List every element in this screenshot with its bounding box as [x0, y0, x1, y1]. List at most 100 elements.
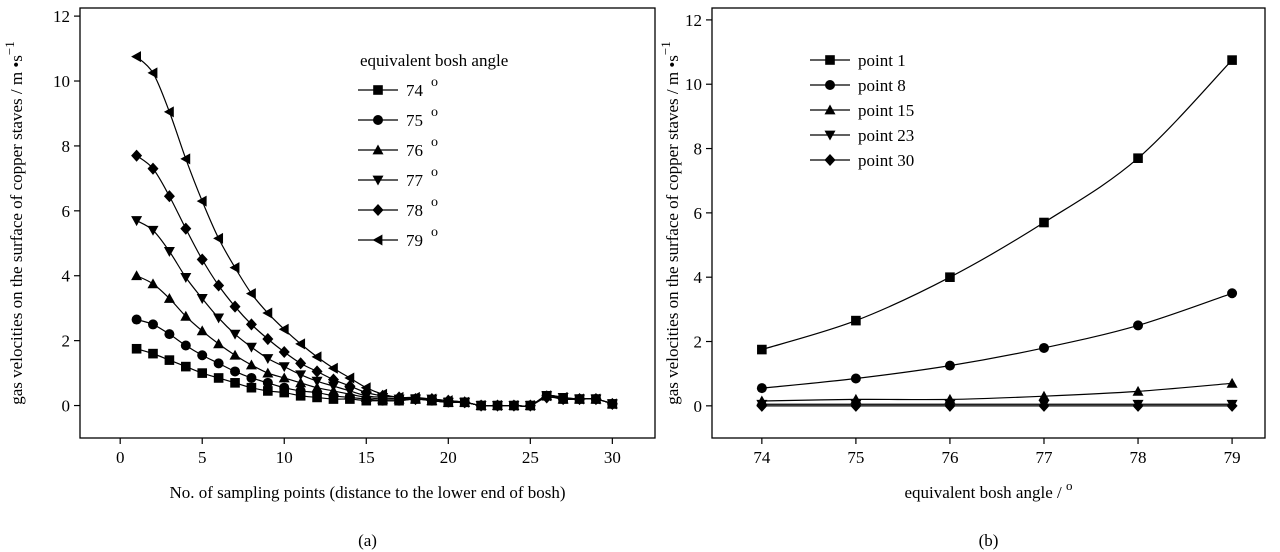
marker	[1038, 390, 1050, 401]
marker	[163, 246, 175, 257]
legend-marker	[372, 203, 384, 217]
marker	[360, 382, 371, 394]
legend-label-text: 74	[406, 81, 424, 100]
series	[131, 216, 618, 412]
y-axis-label-superscript: −1	[2, 41, 17, 55]
marker	[945, 272, 955, 282]
marker	[131, 149, 143, 162]
marker	[508, 400, 519, 412]
y-axis-label-superscript: −1	[658, 41, 673, 55]
series	[131, 270, 618, 410]
series	[756, 399, 1238, 410]
series-line	[136, 275, 613, 407]
marker	[278, 372, 290, 383]
y-tick-label: 12	[53, 7, 70, 26]
y-tick-label: 12	[685, 11, 702, 30]
marker	[756, 383, 767, 394]
y-tick-label: 2	[694, 333, 703, 352]
marker	[393, 391, 404, 403]
marker	[295, 370, 307, 381]
legend-label-superscript: o	[431, 135, 438, 150]
legend-label: 79 o	[406, 225, 438, 250]
y-tick-label: 4	[62, 267, 71, 286]
x-axis-label-text: No. of sampling points (distance to the …	[169, 483, 565, 502]
marker	[278, 345, 290, 359]
y-tick-label: 10	[685, 75, 702, 94]
x-tick-label: 79	[1224, 448, 1241, 467]
y-tick-label: 8	[694, 140, 703, 159]
marker	[131, 216, 143, 227]
legend-marker	[824, 153, 836, 167]
marker	[147, 225, 159, 236]
legend-label-text: point 8	[858, 76, 906, 95]
legend-marker	[824, 130, 836, 141]
y-tick-label: 0	[62, 397, 71, 416]
marker	[262, 354, 274, 364]
legend-label: 74 o	[406, 75, 438, 100]
legend-label: point 23	[858, 126, 914, 145]
marker	[197, 350, 208, 361]
marker	[229, 262, 240, 274]
marker	[1132, 385, 1144, 396]
x-axis-label-text: equivalent bosh angle /	[905, 483, 1066, 502]
marker	[262, 332, 274, 346]
legend-label-superscript: o	[431, 195, 438, 210]
legend-marker	[372, 175, 384, 186]
marker	[263, 386, 273, 396]
marker	[442, 395, 453, 407]
series-line	[136, 348, 613, 407]
marker	[131, 343, 142, 354]
marker	[213, 358, 224, 369]
marker	[147, 67, 158, 79]
marker	[850, 373, 861, 384]
marker	[180, 340, 191, 351]
y-tick-label: 6	[62, 202, 71, 221]
legend-marker	[373, 85, 383, 95]
marker	[344, 380, 356, 393]
marker	[279, 382, 290, 393]
marker	[213, 279, 225, 292]
x-axis-label: equivalent bosh angle / o	[905, 478, 1073, 502]
series	[131, 51, 617, 412]
y-axis-label-text: gas velocities on the surface of copper …	[663, 55, 682, 405]
marker	[1038, 342, 1049, 353]
marker	[1227, 288, 1238, 299]
legend-label: point 15	[858, 101, 914, 120]
marker	[1038, 399, 1050, 412]
marker	[590, 393, 601, 405]
marker	[327, 373, 339, 386]
legend-label-text: 79	[406, 231, 423, 250]
legend-title: equivalent bosh angle	[360, 51, 508, 70]
legend-label-text: point 30	[858, 151, 914, 170]
legend-label-superscript: o	[431, 225, 438, 240]
series-line	[761, 292, 1233, 389]
legend-label-text: point 15	[858, 101, 914, 120]
marker	[163, 292, 175, 303]
legend-marker	[373, 115, 383, 125]
marker	[164, 355, 175, 365]
legend-label-superscript: o	[431, 165, 438, 180]
marker	[311, 351, 322, 363]
panel-label: (b)	[979, 531, 999, 550]
marker	[180, 222, 192, 235]
y-tick-label: 4	[694, 268, 703, 287]
marker	[147, 278, 159, 289]
marker	[944, 399, 956, 412]
marker	[475, 400, 486, 412]
x-tick-label: 0	[116, 448, 125, 467]
marker	[1226, 377, 1238, 388]
marker	[131, 270, 143, 281]
marker	[262, 307, 273, 319]
legend-label-text: point 1	[858, 51, 906, 70]
plot-frame	[711, 7, 1266, 439]
marker	[756, 399, 768, 412]
marker	[163, 190, 175, 203]
marker	[1039, 217, 1049, 228]
marker	[850, 399, 862, 412]
legend-label: 78 o	[406, 195, 438, 220]
legend-label-text: point 23	[858, 126, 914, 145]
series	[756, 399, 1238, 412]
x-axis-label: No. of sampling points (distance to the …	[169, 483, 565, 502]
marker	[1226, 399, 1238, 412]
marker	[229, 349, 241, 360]
